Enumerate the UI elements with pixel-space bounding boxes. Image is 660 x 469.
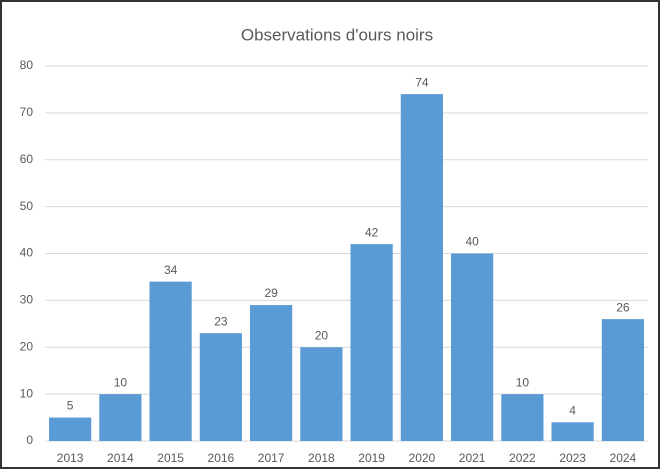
x-tick-label: 2021 (459, 451, 486, 465)
x-tick-label: 2016 (208, 451, 235, 465)
x-tick-label: 2023 (559, 451, 586, 465)
x-tick-label: 2017 (258, 451, 285, 465)
x-tick-label: 2014 (107, 451, 134, 465)
bar (99, 394, 142, 441)
data-label: 20 (315, 328, 329, 342)
data-label: 23 (214, 314, 228, 328)
y-tick-label: 0 (26, 433, 33, 447)
x-tick-label: 2013 (57, 451, 84, 465)
bar (350, 244, 393, 441)
y-tick-label: 50 (20, 199, 34, 213)
y-tick-label: 80 (20, 58, 34, 72)
x-tick-label: 2015 (157, 451, 184, 465)
bar (199, 333, 242, 441)
bar (149, 281, 192, 441)
y-tick-label: 20 (20, 339, 34, 353)
data-label: 26 (616, 300, 630, 314)
bar (49, 417, 92, 441)
x-tick-label: 2022 (509, 451, 536, 465)
x-tick-label: 2020 (409, 451, 436, 465)
y-tick-label: 40 (20, 246, 34, 260)
data-label: 5 (67, 399, 74, 413)
data-label: 4 (569, 403, 576, 417)
data-label: 29 (264, 286, 278, 300)
data-label: 74 (415, 75, 429, 89)
data-label: 42 (365, 225, 379, 239)
bar (300, 347, 343, 441)
bar (400, 94, 443, 441)
data-label: 34 (164, 263, 178, 277)
y-tick-label: 30 (20, 293, 34, 307)
y-tick-label: 10 (20, 386, 34, 400)
data-label: 10 (114, 375, 128, 389)
x-tick-label: 2018 (308, 451, 335, 465)
bar (451, 253, 494, 441)
x-tick-label: 2019 (358, 451, 385, 465)
x-tick-label: 2024 (610, 451, 637, 465)
bar (501, 394, 544, 441)
bar (250, 305, 293, 441)
chart-title: Observations d'ours noirs (241, 25, 433, 44)
bar (601, 319, 644, 441)
data-label: 40 (465, 235, 479, 249)
bar (551, 422, 594, 441)
y-tick-label: 60 (20, 152, 34, 166)
y-tick-label: 70 (20, 105, 34, 119)
data-label: 10 (516, 375, 530, 389)
